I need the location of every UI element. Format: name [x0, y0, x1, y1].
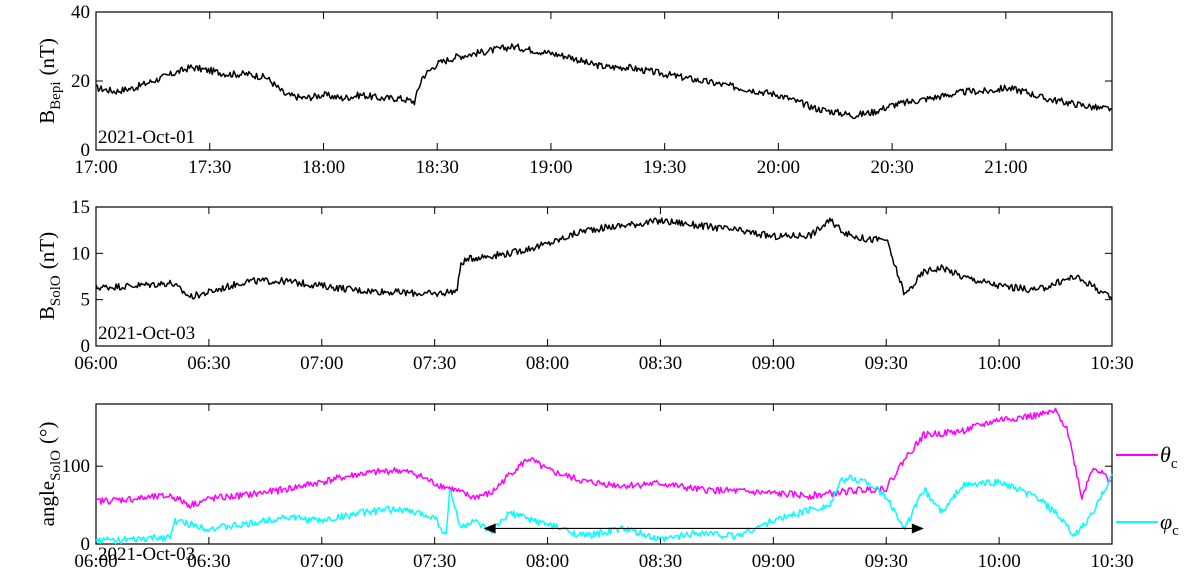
x-tick-label: 17:00: [74, 157, 117, 178]
x-tick-label: 21:00: [984, 157, 1027, 178]
legend-symbol-phi: φ: [1160, 509, 1172, 534]
arrow-head-right: [911, 523, 924, 534]
plot-frame: [95, 206, 1113, 347]
y-label-sub: Bepi: [48, 81, 64, 109]
y-label-unit: (°): [35, 422, 59, 444]
x-tick-label: 07:30: [413, 353, 456, 374]
y-tick-label: 0: [81, 336, 91, 357]
y-label-main: B: [35, 110, 59, 124]
y-label-unit: (nT): [35, 38, 59, 75]
series-group: [96, 43, 1113, 120]
y-tick-label: 10: [71, 243, 90, 264]
x-tick-label: 18:30: [416, 157, 459, 178]
series-line-2-1: [95, 473, 1113, 545]
date-annotation: 2021-Oct-01: [98, 127, 195, 148]
legend-entry-theta: θc: [1160, 442, 1178, 472]
y-label-sub: SolO: [48, 450, 64, 481]
date-annotation: 2021-Oct-03: [98, 323, 195, 344]
x-tick-label: 06:30: [187, 353, 230, 374]
x-tick-label: 09:00: [752, 353, 795, 374]
y-tick-label: 0: [81, 534, 91, 555]
legend-symbol-theta: θ: [1160, 442, 1171, 467]
interval-arrow: [483, 523, 924, 534]
x-tick-label: 06:00: [74, 353, 117, 374]
x-axis-ticks: 06:00 06:30 07:00 07:30 08:00 08:30 09:00 09:30…: [74, 404, 1134, 572]
x-tick-label: 09:00: [752, 551, 795, 572]
date-annotation: 2021-Oct-03: [98, 544, 195, 565]
plot-frame: [95, 403, 1113, 545]
y-label-unit: (nT): [35, 232, 59, 269]
y-axis-ticks: 0 5 10 15: [71, 197, 1112, 357]
x-tick-label: 17:30: [188, 157, 231, 178]
x-axis-ticks: 17:00 17:30 18:00 18:30 19:00 19:30 20:00 20:30…: [74, 12, 1027, 178]
x-tick-label: 06:00: [74, 551, 117, 572]
y-tick-label: 0: [81, 140, 91, 161]
y-tick-label: 40: [71, 2, 90, 23]
x-tick-label: 07:30: [413, 551, 456, 572]
x-tick-label: 08:30: [639, 551, 682, 572]
x-tick-label: 10:30: [1090, 353, 1133, 374]
series-group: [95, 407, 1113, 545]
y-axis-label: BBepi (nT): [35, 38, 64, 124]
x-tick-label: 08:30: [639, 353, 682, 374]
x-tick-label: 19:00: [529, 157, 572, 178]
chart-panel-bepi: 0 20 40 17:00 17:30 18:00 18:30 19:00 19:30 20:0…: [35, 2, 1113, 178]
series-group: [95, 217, 1113, 301]
y-axis-ticks: 0 100: [62, 456, 1112, 555]
y-tick-label: 100: [62, 456, 91, 477]
y-axis-ticks: 0 20 40: [71, 2, 1112, 161]
chart-panel-solo-angle: 0 100 06:00 06:30 07:00 07:30 08:00 08:30 09:00…: [35, 403, 1179, 572]
x-tick-label: 07:00: [300, 551, 343, 572]
legend: θc φc: [1116, 442, 1179, 539]
series-line-0-0: [96, 43, 1113, 120]
x-tick-label: 18:00: [302, 157, 345, 178]
x-tick-label: 08:00: [526, 353, 569, 374]
y-label-sub: SolO: [48, 275, 64, 306]
arrow-head-left: [483, 523, 496, 534]
legend-sub-phi: c: [1172, 523, 1179, 539]
series-line-1-0: [95, 217, 1113, 301]
y-tick-label: 15: [71, 197, 90, 218]
series-line-2-0: [95, 407, 1113, 509]
x-tick-label: 07:00: [300, 353, 343, 374]
x-tick-label: 19:30: [643, 157, 686, 178]
x-tick-label: 10:00: [977, 353, 1020, 374]
x-tick-label: 20:00: [757, 157, 800, 178]
y-axis-label: angleSolO (°): [35, 422, 64, 527]
x-tick-label: 10:30: [1090, 551, 1133, 572]
y-label-main: angle: [35, 481, 59, 526]
x-tick-label: 08:00: [526, 551, 569, 572]
chart-panel-solo-b: 0 5 10 15 06:00 06:30 07:00 07:30 08:00 08:30 09:…: [35, 197, 1134, 374]
x-axis-ticks: 06:00 06:30 07:00 07:30 08:00 08:30 09:00 09:30…: [74, 207, 1134, 374]
x-tick-label: 06:30: [187, 551, 230, 572]
y-tick-label: 5: [81, 290, 91, 311]
x-tick-label: 10:00: [977, 551, 1020, 572]
legend-entry-phi: φc: [1160, 509, 1179, 539]
x-tick-label: 09:30: [865, 353, 908, 374]
plot-frame: [95, 11, 1113, 151]
legend-sub-theta: c: [1171, 456, 1178, 472]
x-tick-label: 20:30: [870, 157, 913, 178]
y-axis-label: BSolO (nT): [35, 232, 64, 320]
y-label-main: B: [35, 306, 59, 320]
y-tick-label: 20: [71, 71, 90, 92]
x-tick-label: 09:30: [865, 551, 908, 572]
